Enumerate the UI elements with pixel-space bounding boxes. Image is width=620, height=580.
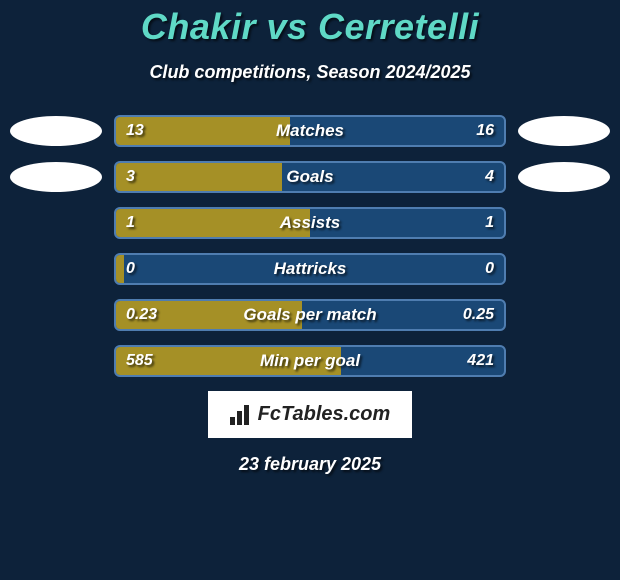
stat-row: Matches1316 <box>10 115 610 147</box>
stat-bar: Goals per match0.230.25 <box>114 299 506 331</box>
stat-row: Goals per match0.230.25 <box>10 299 610 331</box>
date-text: 23 february 2025 <box>10 454 610 475</box>
stat-bar: Assists11 <box>114 207 506 239</box>
subtitle: Club competitions, Season 2024/2025 <box>10 62 610 83</box>
footer-logo: FcTables.com <box>10 391 610 438</box>
stat-rows: Matches1316 Goals34 Assists11 Hattricks00 Go… <box>10 115 610 377</box>
bars-icon <box>230 405 252 425</box>
fill-left <box>116 301 302 329</box>
brand-logo: FcTables.com <box>208 391 413 438</box>
stat-row: Goals34 <box>10 161 610 193</box>
stat-value-right: 0 <box>475 255 504 283</box>
stat-label: Hattricks <box>116 255 504 283</box>
fill-left <box>116 163 282 191</box>
comparison-card: Chakir vs Cerretelli Club competitions, … <box>0 0 620 580</box>
player-badge-left <box>10 116 102 146</box>
stat-bar: Matches1316 <box>114 115 506 147</box>
fill-left <box>116 347 341 375</box>
stat-bar: Min per goal585421 <box>114 345 506 377</box>
page-title: Chakir vs Cerretelli <box>10 6 610 48</box>
stat-row: Hattricks00 <box>10 253 610 285</box>
stat-row: Assists11 <box>10 207 610 239</box>
stat-value-right: 16 <box>466 117 504 145</box>
player-badge-right <box>518 162 610 192</box>
stat-value-right: 4 <box>475 163 504 191</box>
player-badge-left <box>10 162 102 192</box>
stat-row: Min per goal585421 <box>10 345 610 377</box>
stat-value-right: 1 <box>475 209 504 237</box>
brand-text: FcTables.com <box>258 403 391 426</box>
fill-left <box>116 209 310 237</box>
player-badge-right <box>518 116 610 146</box>
stat-bar: Hattricks00 <box>114 253 506 285</box>
stat-bar: Goals34 <box>114 161 506 193</box>
fill-left <box>116 255 124 283</box>
stat-value-right: 0.25 <box>453 301 504 329</box>
stat-value-right: 421 <box>457 347 504 375</box>
fill-left <box>116 117 290 145</box>
